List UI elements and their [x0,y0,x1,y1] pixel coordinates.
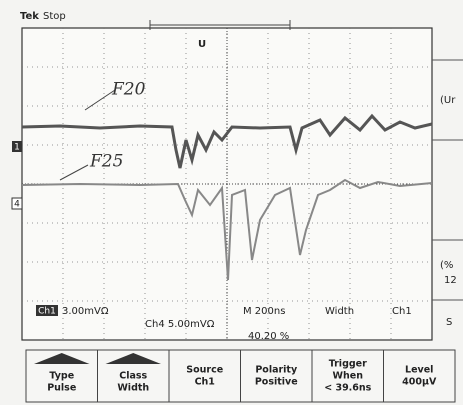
handwritten-label: F20 [111,80,146,100]
menu-arrow [34,353,90,364]
menu-button[interactable] [240,349,313,403]
trigger-marker: U [198,39,206,50]
menu-text[interactable]: Positive [255,377,298,388]
ch1-label: Ch1 [38,307,56,317]
annotation-arrow [84,89,116,111]
brand: Tek [20,11,39,22]
status: Stop [43,11,66,22]
menu-button[interactable] [168,349,241,403]
side-label[interactable]: S [446,317,452,328]
menu-text[interactable]: Level [405,365,433,376]
menu-text[interactable]: Ch1 [195,377,215,388]
menu-text[interactable]: Pulse [47,383,76,394]
position: 40.20 % [248,331,289,342]
ch1-scale: 3.00mVΩ [62,306,109,317]
menu-text[interactable]: Class [119,371,147,382]
menu-text[interactable]: < 39.6ns [324,383,371,394]
menu-text[interactable]: Polarity [255,365,298,376]
handwritten-label: F25 [89,152,123,172]
ch1-marker-box [12,141,22,152]
ch1-waveform [21,113,433,169]
menu-text[interactable]: When [333,371,364,382]
ch4-waveform [21,178,433,281]
timebase: M 200ns [243,306,285,317]
side-label[interactable]: 12 [444,275,457,286]
side-label[interactable]: (% [440,260,453,271]
menu-text[interactable]: Trigger [329,359,367,370]
menu-text[interactable]: Type [49,371,74,382]
annotation-arrow [59,164,89,181]
trigger-type: Width [325,306,354,317]
menu-arrow [105,353,161,364]
menu-text[interactable]: Source [186,365,223,376]
menu-text[interactable]: Width [117,383,149,394]
ch4-marker-box [11,197,23,210]
menu-button[interactable] [311,349,384,403]
menu-text[interactable]: 400µV [402,377,437,388]
side-menu: (Ur (% 12 S [432,59,463,328]
ch1-marker: 1 [14,143,20,153]
side-label[interactable]: (Ur [440,95,456,106]
ch4-scale: Ch4 5.00mVΩ [145,319,215,330]
trigger-source: Ch1 [392,306,412,317]
menu-button[interactable] [383,349,456,403]
ch1-label-box [36,305,58,316]
ch4-marker: 4 [14,200,20,210]
